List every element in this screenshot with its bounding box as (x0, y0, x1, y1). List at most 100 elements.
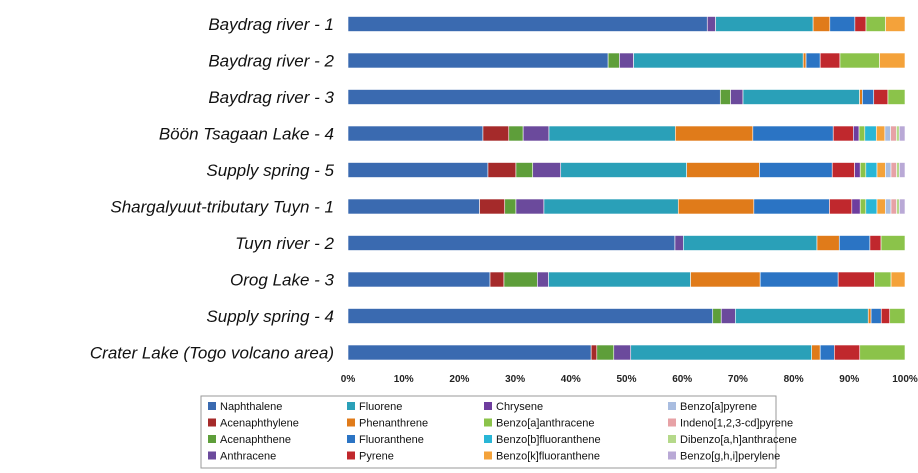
x-tick-label: 80% (784, 374, 804, 385)
legend-swatch (347, 418, 355, 427)
bar-segment (503, 271, 538, 288)
bar-segment (812, 16, 831, 32)
category-label: Baydrag river - 3 (208, 88, 334, 107)
bar-segment (811, 344, 821, 361)
bar-segment (831, 162, 855, 178)
bar-segment (838, 235, 871, 251)
bar-segment (829, 198, 853, 215)
bar-segment (596, 344, 615, 361)
legend-label: Fluorene (359, 401, 402, 413)
bar-segment (896, 125, 900, 142)
bar-segment (854, 16, 867, 32)
bar-segment (735, 308, 869, 324)
x-tick-label: 60% (672, 374, 692, 385)
bar-segment (753, 198, 830, 215)
bar-segment (548, 125, 676, 142)
bar-segment (851, 198, 861, 215)
bar-segment (899, 198, 906, 215)
bar-segment (532, 162, 562, 178)
bar-segment (859, 89, 863, 105)
bar-segment (489, 271, 505, 288)
bar-segment (347, 16, 708, 32)
legend-swatch (668, 451, 676, 460)
bar-segment (885, 162, 892, 178)
bar-segment (347, 344, 592, 361)
bar-segment (630, 344, 812, 361)
bar-segment (896, 162, 900, 178)
bar-segment (854, 162, 861, 178)
bar-segment (675, 125, 754, 142)
x-tick-label: 10% (394, 374, 414, 385)
bar-segment (347, 162, 489, 178)
legend: Naphthalene Acenaphthylene Acenaphthene Ant… (200, 395, 797, 469)
bar-segment (759, 162, 833, 178)
legend-swatch (484, 451, 492, 460)
legend-swatch (484, 435, 492, 443)
bar-segment (537, 271, 549, 288)
bar-segment (837, 271, 875, 288)
bar-segment (879, 52, 906, 69)
legend-label: Benzo[g,h,i]perylene (680, 451, 780, 463)
bar-segment (677, 198, 755, 215)
legend-swatch (208, 418, 216, 427)
x-axis: 0% 10% 20% 30% 40% 50% 60% 70% 80% 90% 100% (341, 374, 918, 385)
category-labels: Baydrag river - 1 Baydrag river - 2 Baydra… (90, 15, 335, 363)
legend-label: Acenaphthylene (220, 418, 299, 430)
category-label: Tuyn river - 2 (235, 234, 334, 253)
bar-segment (874, 271, 892, 288)
bar-segment (865, 198, 878, 215)
bar-segment (347, 125, 484, 142)
bar-segment (859, 344, 906, 361)
legend-swatch (668, 402, 676, 410)
bar-segment (347, 52, 609, 69)
legend-label: Acenaphthene (220, 434, 291, 446)
category-label: Supply spring - 5 (206, 161, 334, 180)
bar-segment (613, 344, 632, 361)
bar-segment (890, 198, 897, 215)
legend-swatch (347, 451, 355, 460)
category-label: Böön Tsagaan Lake - 4 (159, 125, 334, 144)
bar-segment (479, 198, 506, 215)
bar-segment (543, 198, 679, 215)
bar-segment (712, 308, 722, 324)
legend-swatch (208, 402, 216, 410)
bar-segment (715, 16, 814, 32)
bar-segment (802, 52, 807, 69)
legend-label: Chrysene (496, 401, 543, 413)
bar-segment (482, 125, 510, 142)
bar-segment (508, 125, 524, 142)
legend-label: Dibenzo[a,h]anthracene (680, 434, 797, 446)
legend-label: Naphthalene (220, 401, 282, 413)
x-tick-label: 40% (561, 374, 581, 385)
bar-segment (560, 162, 687, 178)
bar-segment (873, 89, 889, 105)
legend-label: Anthracene (220, 451, 276, 463)
legend-label: Fluoranthene (359, 434, 424, 446)
category-label: Supply spring - 4 (206, 307, 334, 326)
legend-label: Benzo[k]fluoranthene (496, 451, 600, 463)
category-label: Shargalyuut-tributary Tuyn - 1 (110, 198, 334, 217)
legend-swatch (208, 451, 216, 460)
bar-segment (839, 52, 880, 69)
bar-segment (890, 271, 906, 288)
category-label: Baydrag river - 1 (208, 15, 334, 34)
bar-segment (885, 16, 906, 32)
bar-segment (686, 162, 760, 178)
bar-segment (742, 89, 860, 105)
category-label: Baydrag river - 2 (208, 52, 334, 71)
x-tick-label: 100% (892, 374, 918, 385)
bar-segment (899, 162, 906, 178)
bar-segment (869, 235, 882, 251)
bar-segment (880, 308, 891, 324)
bar-segment (876, 198, 886, 215)
bar-segment (619, 52, 634, 69)
bar-segment (858, 125, 866, 142)
bar-segment (607, 52, 620, 69)
legend-swatch (347, 402, 355, 410)
bar-segment (347, 89, 721, 105)
bar-segment (862, 89, 875, 105)
bar-segment (889, 308, 906, 324)
bar-segment (347, 308, 714, 324)
legend-label: Indeno[1,2,3-cd]pyrene (680, 418, 793, 430)
x-tick-label: 0% (341, 374, 356, 385)
